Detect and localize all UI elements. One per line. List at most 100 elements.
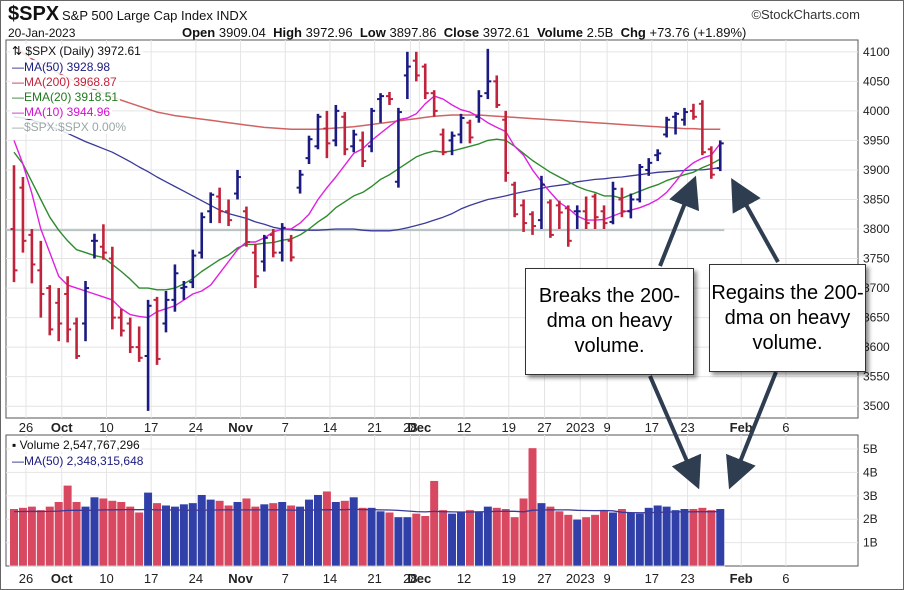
ohlc-bar (582, 196, 590, 229)
volume-bar (420, 515, 430, 567)
volume-bar (188, 502, 198, 567)
ohlc-bar (627, 193, 635, 219)
ohlc-bar (90, 233, 98, 259)
volume-bar (545, 506, 555, 567)
ohlc-bar (529, 211, 537, 235)
ohlc-bar (108, 246, 116, 330)
high-label: High (273, 25, 302, 40)
volume-bar (492, 507, 502, 567)
ohlc-bar (645, 158, 653, 176)
price-x-tick-label: Nov (228, 420, 253, 435)
volume-bar (697, 507, 707, 567)
ohlc-bar (698, 100, 706, 156)
volume-label: Volume (536, 25, 583, 40)
ohlc-bar (716, 140, 724, 172)
legend-ema20: —EMA(20) 3918.51 (10, 90, 121, 104)
volume-bar (170, 506, 180, 567)
price-x-tick-label: Dec (407, 420, 431, 435)
ohlc-bar (546, 199, 554, 238)
legend-ma10: —MA(10) 3944.96 (10, 105, 113, 119)
volume-bar (411, 513, 421, 567)
ohlc-bar (10, 165, 18, 283)
ohlc-bar (144, 299, 152, 411)
volume-bar (232, 501, 243, 567)
ohlc-bar (99, 224, 107, 260)
volume-bar (286, 504, 296, 567)
ohlc-bar (260, 234, 268, 272)
volume-bar (9, 508, 19, 567)
price-tick-label: 3550 (863, 370, 890, 384)
price-tick-label: 3700 (863, 281, 890, 295)
volume-bar (366, 507, 377, 567)
volume-bar (54, 501, 64, 567)
arrow-breaks-price (658, 175, 700, 267)
ohlc-bar (466, 119, 474, 144)
ma50-line (13, 116, 721, 232)
volume-bar (653, 504, 663, 567)
ohlc-bar (153, 296, 161, 365)
volume-bar (98, 497, 108, 567)
ohlc-bar (368, 107, 376, 153)
volume-bar (518, 497, 529, 567)
ohlc-bar (600, 205, 608, 229)
chg-value: +73.76 (+1.89%) (649, 25, 747, 40)
ohlc-bar (681, 107, 688, 126)
volume-x-tick-label: 24 (189, 571, 203, 586)
volume-bar (635, 513, 645, 567)
ohlc-bar (403, 51, 411, 100)
volume-bar (322, 490, 332, 567)
ohlc-bar (689, 103, 697, 120)
price-x-tick-label: 27 (537, 420, 551, 435)
ohlc-bar (198, 212, 206, 259)
legend-volume: ▪ Volume 2,547,767,296 (10, 438, 142, 452)
volume-bar (474, 510, 484, 567)
volume-bar (608, 511, 618, 567)
volume-bar (179, 503, 189, 567)
ohlc-bar (457, 113, 465, 144)
price-tick-label: 3650 (863, 311, 890, 325)
legend-price: ⇅ $SPX (Daily) 3972.61 (10, 44, 143, 58)
ohlc-bar (618, 187, 626, 218)
volume-bar (268, 502, 278, 567)
volume-bar (688, 508, 699, 567)
volume-bar (501, 508, 511, 567)
volume-bar (438, 509, 448, 567)
ohlc-bar (421, 63, 429, 100)
ohlc-bar (573, 205, 581, 229)
volume-ma50-line (13, 508, 721, 514)
arrow-breaks-volume (648, 375, 702, 490)
volume-bar (563, 514, 573, 567)
legend-ma50: —MA(50) 3928.98 (10, 60, 113, 74)
ohlc-bar (385, 91, 393, 105)
ohlc-bar (73, 317, 81, 359)
open-label: Open (182, 25, 216, 40)
symbol-title: $SPX (8, 3, 60, 25)
volume-bar (223, 504, 234, 567)
volume-bar (617, 508, 627, 567)
quote-bar: Open 3909.04 High 3972.96 Low 3897.86 Cl… (182, 25, 746, 40)
low-value: 3897.86 (389, 25, 437, 40)
volume-x-tick-label: 17 (645, 571, 659, 586)
price-x-tick-label: 6 (782, 420, 789, 435)
price-x-tick-label: 21 (367, 420, 381, 435)
ohlc-bar (430, 90, 438, 117)
ohlc-bar (19, 177, 27, 253)
volume-x-tick-label: 10 (99, 571, 113, 586)
volume-bar (402, 516, 412, 567)
ohlc-bar (448, 131, 456, 156)
ohlc-bar (350, 129, 358, 153)
volume-bar (331, 501, 341, 567)
volume-bar (116, 501, 126, 567)
legend-ratio: —$SPX:$SPX 0.00% (10, 120, 129, 134)
volume-bar (715, 508, 725, 567)
callout-regains: Regains the 200-dma on heavy volume. (709, 264, 866, 372)
volume-value: 2.5B (586, 25, 614, 40)
ohlc-bar (332, 104, 340, 147)
volume-x-tick-label: Feb (730, 571, 753, 586)
ohlc-bar (82, 280, 90, 342)
volume-tick-label: 4B (863, 465, 878, 479)
volume-tick-label: 3B (863, 489, 878, 503)
ohlc-bar (520, 199, 528, 232)
price-x-tick-label: 19 (502, 420, 516, 435)
